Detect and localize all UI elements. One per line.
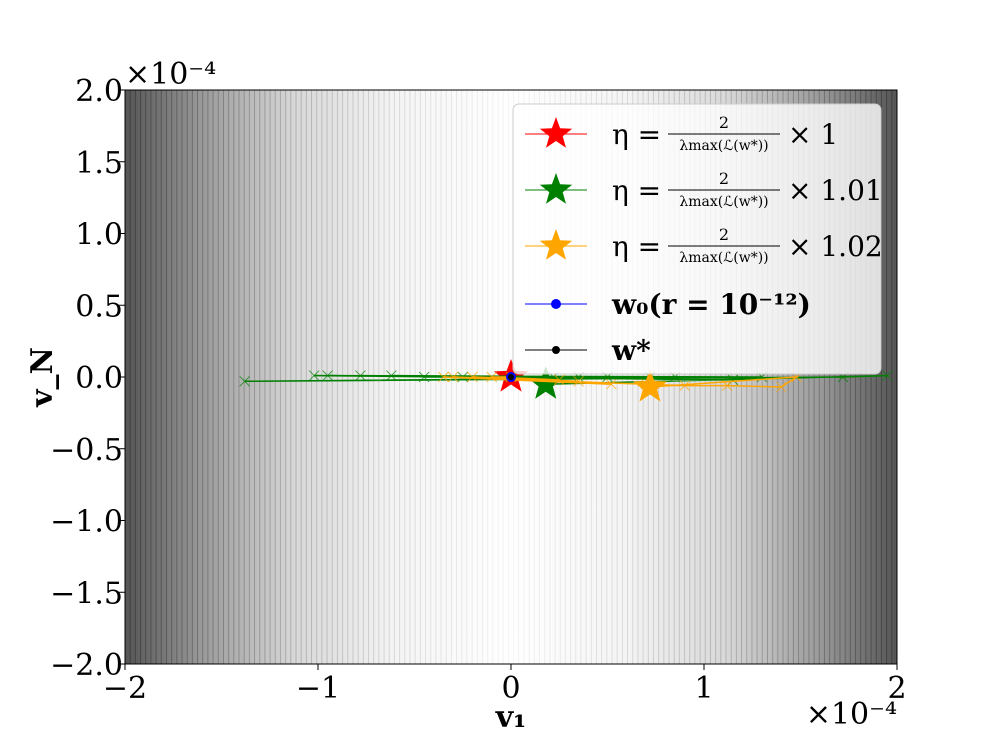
y-tick-label: 0.5	[75, 289, 123, 324]
legend-fraction-numerator: 2	[719, 113, 729, 132]
legend-box	[512, 103, 882, 375]
legend-entry: w*	[525, 334, 651, 367]
series-point	[438, 371, 449, 383]
y-tick-label: 1.0	[75, 218, 123, 253]
y-axis-label: v_N	[25, 347, 60, 408]
legend-label: w₀(r = 10⁻¹²)	[611, 288, 811, 321]
legend-fraction-denominator: λmax(ℒ(w*))	[679, 194, 768, 210]
x-tick-label: 2	[887, 671, 906, 706]
legend-dot-icon	[551, 299, 561, 309]
series-end-star	[528, 366, 563, 399]
y-tick-label: −0.5	[50, 433, 123, 468]
legend-entry: η = 2 λmax(ℒ(w*)) × 1.01	[525, 169, 883, 210]
legend-entry: w₀(r = 10⁻¹²)	[525, 288, 811, 321]
series-point	[447, 371, 459, 383]
series-point	[467, 371, 478, 383]
legend-entry: η = 2 λmax(ℒ(w*)) × 1	[525, 113, 838, 154]
x-tick-label: 0	[501, 671, 520, 706]
series-point	[573, 375, 584, 387]
legend-fraction-denominator: λmax(ℒ(w*))	[679, 138, 768, 154]
series-layer	[239, 359, 893, 402]
series-line	[443, 376, 800, 388]
series-end-star	[632, 369, 668, 402]
series-point	[385, 370, 397, 381]
y-axis-multiplier: ×10⁻⁴	[125, 57, 216, 92]
series-point	[486, 371, 498, 383]
legend-fraction-numerator: 2	[719, 225, 729, 244]
legend-star-icon	[539, 173, 573, 204]
legend-star-icon	[539, 229, 573, 260]
series-point	[881, 370, 893, 381]
legend-label: w*	[611, 334, 651, 367]
x-axis-label: v₁	[495, 700, 527, 735]
legend-fraction-denominator: λmax(ℒ(w*))	[679, 250, 768, 266]
x-axis-ticks: −2 −1 0 1 2	[103, 664, 907, 706]
x-axis-multiplier: ×10⁻⁴	[806, 697, 897, 732]
series-point	[721, 380, 733, 391]
legend-label-suffix: × 1	[788, 118, 838, 151]
legend-label-prefix: η =	[612, 118, 661, 151]
series-point	[239, 375, 251, 387]
series-line	[244, 374, 888, 385]
legend-label-suffix: × 1.02	[788, 230, 883, 263]
y-tick-label: 0.0	[75, 361, 123, 396]
y-axis-ticks: −2.0 −1.5 −1.0 −0.5 0.0 0.5 1.0 1.5 2.0	[50, 74, 125, 683]
y-tick-label: −1.5	[50, 576, 123, 611]
series-point	[418, 371, 430, 383]
legend-star-icon	[539, 117, 573, 148]
legend-entry: η = 2 λmax(ℒ(w*)) × 1.02	[525, 225, 883, 266]
x-tick-label: −1	[296, 671, 340, 706]
x-tick-label: 1	[694, 671, 713, 706]
y-tick-label: 1.5	[75, 146, 123, 181]
legend-fraction-numerator: 2	[719, 169, 729, 188]
y-tick-label: −2.0	[50, 648, 123, 683]
series-point	[355, 370, 366, 381]
marker-point	[508, 374, 514, 380]
legend-label-prefix: η =	[612, 230, 661, 263]
legend-label-prefix: η =	[612, 174, 661, 207]
x-tick-label: −2	[103, 671, 147, 706]
legend-dot-icon	[552, 346, 560, 354]
series-3	[438, 369, 802, 402]
y-tick-label: 2.0	[75, 74, 123, 109]
series-point	[679, 380, 691, 391]
series-point	[308, 370, 320, 381]
series-point	[775, 381, 787, 393]
series-point	[322, 370, 334, 381]
y-tick-label: −1.0	[50, 505, 123, 540]
series-point	[606, 378, 617, 390]
series-point	[553, 374, 565, 386]
legend-label-suffix: × 1.01	[788, 174, 883, 207]
